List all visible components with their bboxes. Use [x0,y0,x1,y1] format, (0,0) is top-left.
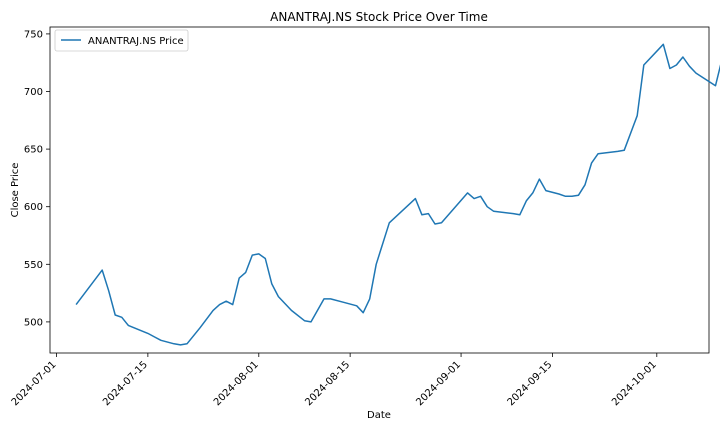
legend-entry-label: ANANTRAJ.NS Price [88,36,184,47]
x-tick-label: 2024-07-01 [10,359,59,408]
y-tick-label: 750 [24,29,43,40]
plot-area: 500 550 600 650 700 750 2024-07-01 2024-07-15 20… [10,26,720,408]
y-tick-label: 700 [24,87,43,98]
x-tick-label: 2024-08-15 [303,359,352,408]
x-axis-title: Date [367,410,391,421]
series-line [75,43,720,346]
y-tick-label: 500 [24,317,43,328]
y-tick-label: 650 [24,145,43,156]
y-tick-label: 600 [24,202,43,213]
x-tick-label: 2024-08-01 [212,359,261,408]
y-tick-label: 550 [24,260,43,271]
chart-title: ANANTRAJ.NS Stock Price Over Time [270,10,488,24]
legend: ANANTRAJ.NS Price [54,29,189,52]
plot-frame [49,26,710,354]
x-tick-label: 2024-09-01 [414,359,463,408]
x-tick-label: 2024-07-15 [101,359,150,408]
x-tick-label: 2024-10-01 [610,359,659,408]
y-axis-title: Close Price [10,163,21,218]
x-tick-label: 2024-09-15 [506,359,555,408]
legend-box [54,29,189,52]
